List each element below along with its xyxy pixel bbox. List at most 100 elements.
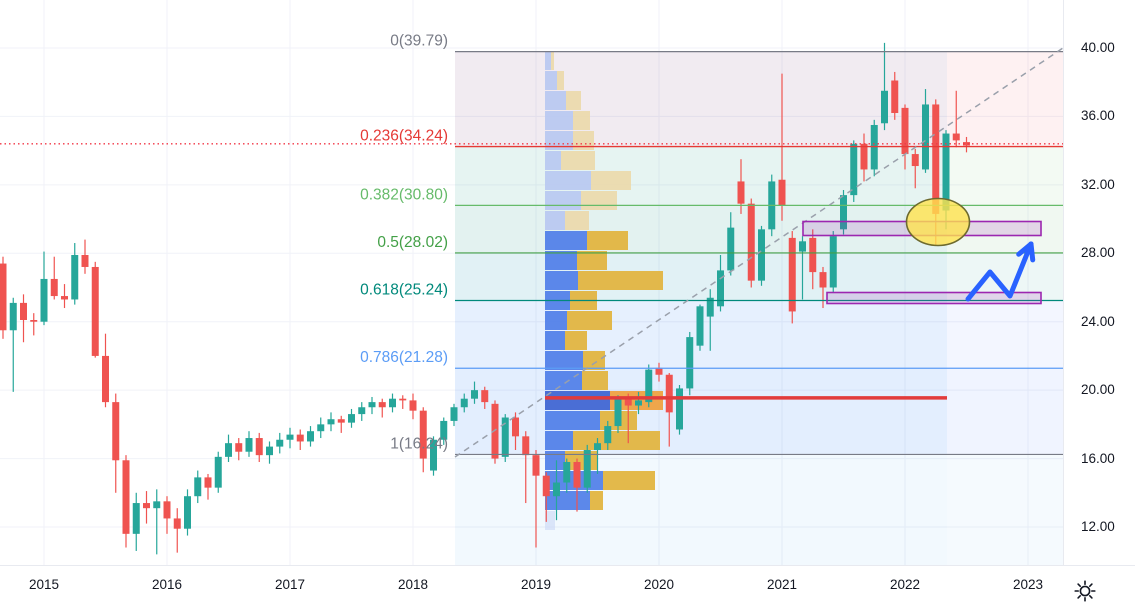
- volume-profile-buy-bar: [545, 151, 561, 170]
- price-axis-label: 28.00: [1081, 245, 1115, 261]
- candle-body: [71, 254, 79, 300]
- volume-profile-buy-bar: [545, 251, 577, 270]
- candle-body: [860, 143, 868, 170]
- candle-body: [460, 398, 468, 408]
- candle-body: [225, 443, 232, 457]
- candle-body: [819, 272, 827, 288]
- price-axis[interactable]: 40.00 36.00 32.00 28.00 24.00 20.00 16.00 12.00: [1063, 0, 1135, 565]
- volume-profile-buy-bar: [545, 451, 565, 470]
- time-axis-label: 2019: [520, 577, 552, 592]
- trendline[interactable]: [454, 47, 1064, 458]
- candle-body: [717, 270, 724, 307]
- candle-body: [184, 496, 191, 529]
- candle-body: [696, 306, 704, 346]
- candle-body: [276, 439, 284, 447]
- volume-profile-sell-bar: [566, 91, 581, 110]
- candle-body: [655, 367, 663, 375]
- volume-profile-buy-bar: [545, 271, 578, 290]
- projection-arrow[interactable]: [965, 241, 1034, 302]
- volume-profile-sell-bar: [567, 311, 612, 330]
- candle-body: [9, 302, 17, 331]
- zone-rectangle[interactable]: [826, 291, 1042, 305]
- time-axis-label: 2015: [28, 577, 60, 592]
- time-axis-label: 2017: [274, 577, 306, 592]
- candle-body: [922, 104, 929, 170]
- candle-body: [163, 501, 171, 519]
- candle-body: [532, 455, 540, 476]
- candle-body: [378, 402, 386, 408]
- volume-profile-sell-bar: [565, 211, 589, 230]
- sun-icon[interactable]: [1072, 578, 1098, 604]
- candle-body: [881, 90, 888, 124]
- candle-body: [911, 154, 919, 167]
- volume-profile-buy-bar: [545, 111, 573, 130]
- candle-body: [245, 438, 253, 452]
- candle-body: [132, 503, 140, 534]
- price-axis-label: 12.00: [1081, 518, 1115, 534]
- candle-body: [327, 419, 335, 425]
- price-axis-label: 40.00: [1081, 40, 1115, 55]
- candle-body: [829, 236, 837, 288]
- candle-body: [348, 414, 355, 423]
- candle-body: [542, 475, 550, 497]
- candle-body: [758, 229, 765, 281]
- volume-profile-buy-bar: [545, 311, 567, 330]
- projection-arrowhead[interactable]: [1016, 241, 1034, 257]
- fib-level-label: 0(39.79): [390, 33, 448, 50]
- volume-profile-sell-bar: [557, 71, 564, 90]
- volume-profile-sell-bar: [590, 491, 603, 510]
- fib-level-label: 0.236(34.24): [360, 128, 448, 145]
- fib-level-label: 0.618(25.24): [360, 281, 448, 298]
- candle-body: [317, 424, 325, 432]
- candle-body: [645, 369, 653, 403]
- candle-body: [122, 460, 130, 534]
- candle-body: [81, 254, 89, 267]
- candle-body: [296, 434, 304, 442]
- ellipse-highlight[interactable]: [905, 197, 971, 247]
- volume-profile-sell-bar: [551, 51, 554, 70]
- price-axis-label: 32.00: [1081, 176, 1115, 192]
- candle-body: [61, 296, 68, 300]
- candle-body: [266, 446, 273, 456]
- volume-profile-buy-bar: [545, 351, 583, 370]
- candle-body: [788, 237, 796, 312]
- volume-profile-sell-bar: [565, 331, 587, 350]
- volume-profile-buy-bar: [545, 331, 565, 350]
- candle-body: [665, 374, 673, 413]
- candle-body: [307, 431, 314, 442]
- candle-body: [901, 107, 909, 155]
- candle-body: [891, 80, 899, 114]
- time-axis[interactable]: 2015 2016 2017 2018 2019 2020 2021 2022 2023: [0, 565, 1135, 609]
- volume-profile-buy-bar: [545, 71, 557, 90]
- volume-profile-sell-bar: [573, 131, 594, 150]
- candle-body: [255, 438, 263, 456]
- volume-profile-buy-bar: [545, 51, 551, 70]
- volume-profile-sell-bar: [573, 111, 590, 130]
- candle-body: [358, 407, 366, 415]
- candle-body: [173, 518, 181, 529]
- time-axis-label: 2021: [766, 577, 798, 592]
- candle-body: [440, 420, 448, 440]
- price-axis-label: 16.00: [1081, 450, 1115, 466]
- fib-level-label: 1(16.24): [390, 435, 448, 452]
- candle-body: [963, 142, 970, 146]
- candle-body: [778, 179, 786, 206]
- fib-level-label: 0.786(21.28): [360, 349, 448, 366]
- candle-body: [614, 398, 622, 427]
- candle-body: [942, 133, 950, 211]
- volume-profile-sell-bar: [583, 351, 605, 370]
- candle-body: [583, 450, 591, 488]
- time-axis-label: 2020: [643, 577, 675, 592]
- candle-body: [399, 398, 407, 401]
- candle-body: [337, 419, 345, 423]
- candle-body: [368, 402, 376, 408]
- candle-body: [286, 434, 294, 440]
- below-fib-box: [947, 454, 1063, 565]
- candle-body: [840, 195, 847, 230]
- candle-body: [553, 482, 560, 497]
- price-axis-label: 24.00: [1081, 313, 1115, 329]
- volume-profile-sell-bar: [573, 431, 660, 450]
- volume-profile-buy-bar: [545, 131, 573, 150]
